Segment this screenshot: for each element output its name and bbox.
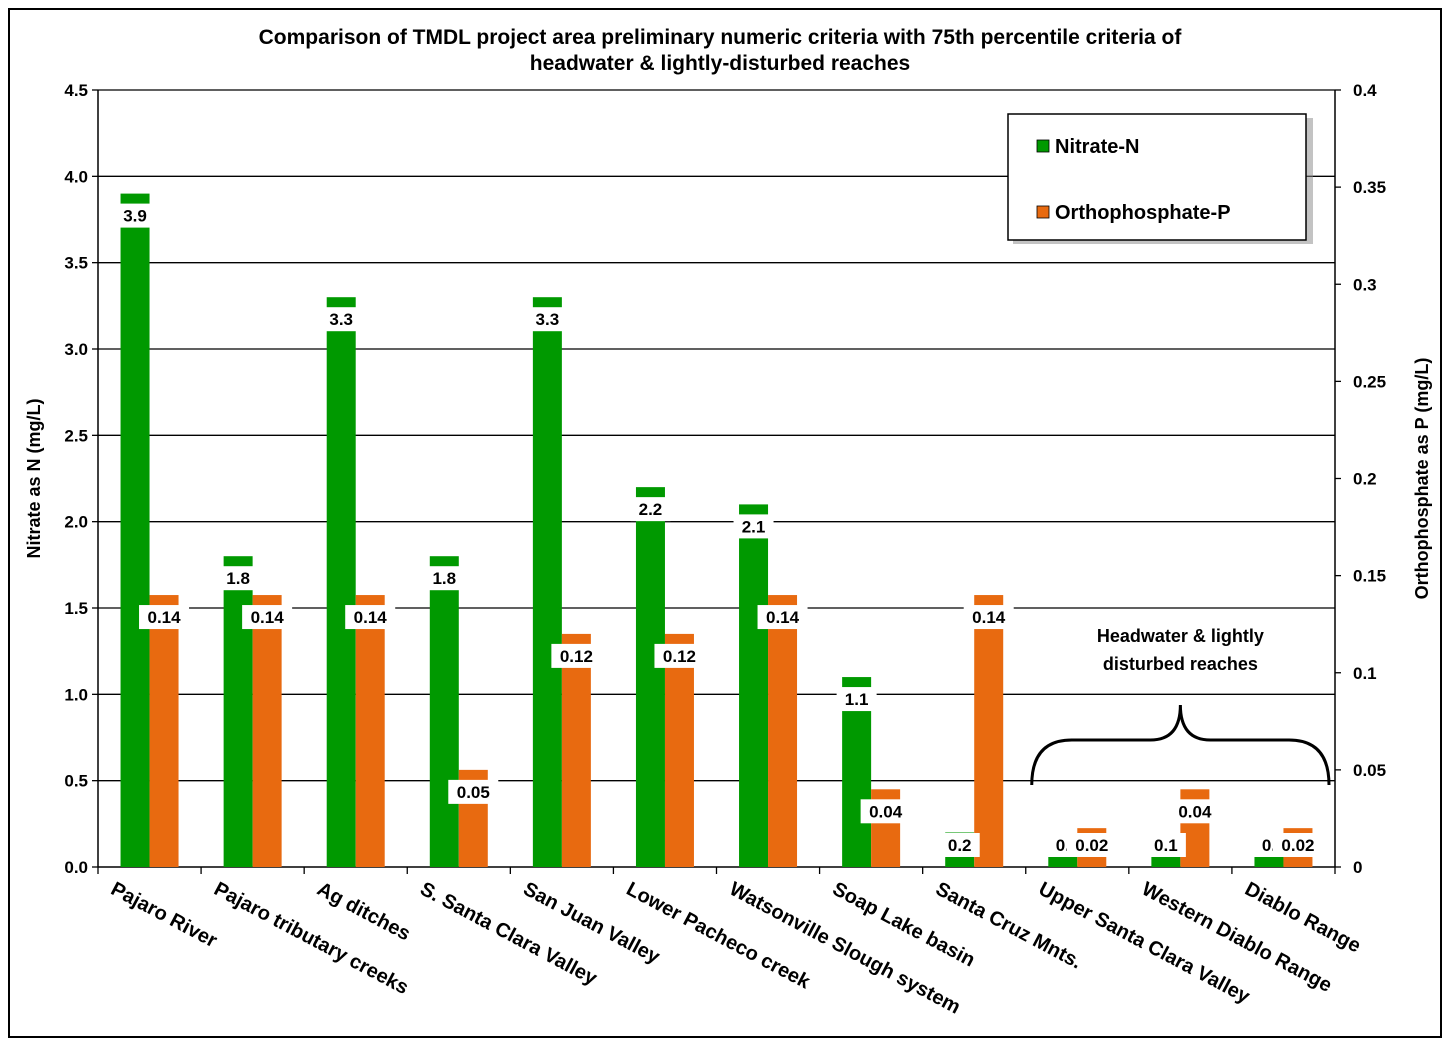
orthophosphate-data-label: 0.12 xyxy=(663,647,696,666)
y-tick-label: 2.0 xyxy=(64,513,88,532)
nitrate-bar xyxy=(223,556,253,867)
orthophosphate-data-label: 0.02 xyxy=(1075,836,1108,855)
nitrate-data-label: 0. xyxy=(1262,836,1276,855)
chart-frame: Comparison of TMDL project area prelimin… xyxy=(8,8,1442,1038)
y2-tick-label: 0 xyxy=(1353,858,1362,877)
orthophosphate-bar xyxy=(252,595,282,867)
orthophosphate-bar xyxy=(768,595,798,867)
nitrate-data-label: 1.8 xyxy=(432,569,456,588)
legend-label-nitrate: Nitrate-N xyxy=(1055,136,1139,158)
y-tick-label: 0.5 xyxy=(64,772,88,791)
orthophosphate-data-label-bg xyxy=(551,643,602,668)
nitrate-data-label: 3.9 xyxy=(123,207,147,226)
orthophosphate-data-label: 0.05 xyxy=(457,783,490,802)
chart-title-line: Comparison of TMDL project area prelimin… xyxy=(259,26,1183,49)
x-category-label: Pajaro tributary creeks xyxy=(210,878,412,999)
y-tick-label: 0.0 xyxy=(64,858,88,877)
orthophosphate-data-label: 0.14 xyxy=(354,608,388,627)
y2-tick-label: 0.35 xyxy=(1353,178,1386,197)
legend-label-orthophosphate: Orthophosphate-P xyxy=(1055,202,1231,224)
orthophosphate-data-label-bg xyxy=(1066,833,1117,857)
orthophosphate-bar xyxy=(561,633,591,867)
nitrate-bar xyxy=(532,297,562,867)
x-category-label: S. Santa Clara Valley xyxy=(416,878,601,990)
nitrate-data-label-bg xyxy=(836,687,877,712)
nitrate-bar xyxy=(120,193,150,868)
orthophosphate-data-label: 0.12 xyxy=(560,647,593,666)
orthophosphate-data-label: 0.14 xyxy=(147,608,181,627)
orthophosphate-data-label: 0.14 xyxy=(972,608,1006,627)
y-tick-label: 1.0 xyxy=(64,685,88,704)
y-tick-label: 4.5 xyxy=(64,81,88,100)
y2-tick-label: 0.3 xyxy=(1353,275,1377,294)
orthophosphate-data-label: 0.04 xyxy=(1178,802,1212,821)
nitrate-data-label: 2.2 xyxy=(639,500,663,519)
orthophosphate-data-label: 0.14 xyxy=(766,608,800,627)
nitrate-data-label: 0.2 xyxy=(948,836,972,855)
orthophosphate-data-label-bg xyxy=(963,605,1014,630)
orthophosphate-data-label-bg xyxy=(1272,833,1323,857)
nitrate-data-label-bg xyxy=(424,566,465,591)
nitrate-data-label-bg xyxy=(527,307,568,332)
annotation-text: disturbed reaches xyxy=(1103,654,1258,674)
annotation-text: Headwater & lightly xyxy=(1097,626,1264,646)
y2-tick-label: 0.1 xyxy=(1353,664,1377,683)
orthophosphate-data-label-bg xyxy=(860,799,911,824)
nitrate-data-label-bg xyxy=(218,566,259,591)
y-tick-label: 1.5 xyxy=(64,599,88,618)
y2-tick-label: 0.2 xyxy=(1353,470,1377,489)
orthophosphate-bar xyxy=(664,633,694,867)
nitrate-data-label: 2.1 xyxy=(742,517,766,536)
nitrate-data-label-bg xyxy=(939,833,980,857)
nitrate-data-label-bg xyxy=(321,307,362,332)
nitrate-data-label: 0.1 xyxy=(1154,836,1178,855)
y-tick-label: 3.0 xyxy=(64,340,88,359)
orthophosphate-bar xyxy=(974,595,1004,867)
orthophosphate-data-label-bg xyxy=(242,605,293,630)
nitrate-data-label: 3.3 xyxy=(329,310,353,329)
nitrate-data-label-bg xyxy=(1145,833,1186,857)
x-category-label: Lower Pacheco creek xyxy=(623,878,815,994)
nitrate-bar xyxy=(429,556,459,867)
orthophosphate-bar xyxy=(149,595,179,867)
nitrate-data-label: 3.3 xyxy=(536,310,560,329)
orthophosphate-data-label-bg xyxy=(448,779,499,804)
y2-axis-title: Orthophosphate as P (mg/L) xyxy=(1412,358,1432,600)
y2-tick-label: 0.4 xyxy=(1353,81,1377,100)
legend-box xyxy=(1007,113,1307,241)
nitrate-data-label-bg xyxy=(630,497,671,522)
y2-tick-label: 0.25 xyxy=(1353,372,1386,391)
bar-chart: Comparison of TMDL project area prelimin… xyxy=(24,26,1432,1019)
nitrate-data-label: 1.8 xyxy=(226,569,250,588)
orthophosphate-data-label-bg xyxy=(654,643,705,668)
nitrate-data-label-bg xyxy=(115,203,156,228)
annotation-brace xyxy=(1030,704,1331,786)
y-tick-label: 3.5 xyxy=(64,254,88,273)
y-tick-label: 2.5 xyxy=(64,426,88,445)
nitrate-data-label: 1.1 xyxy=(845,690,869,709)
orthophosphate-data-label: 0.04 xyxy=(869,802,903,821)
nitrate-data-label-bg xyxy=(733,514,774,539)
nitrate-data-label: 0. xyxy=(1056,836,1070,855)
legend-swatch-nitrate xyxy=(1036,139,1050,153)
orthophosphate-data-label-bg xyxy=(757,605,808,630)
orthophosphate-data-label: 0.14 xyxy=(251,608,285,627)
orthophosphate-data-label-bg xyxy=(345,605,396,630)
orthophosphate-data-label-bg xyxy=(139,605,190,630)
orthophosphate-data-label: 0.02 xyxy=(1281,836,1314,855)
y-tick-label: 4.0 xyxy=(64,167,88,186)
y2-tick-label: 0.15 xyxy=(1353,567,1386,586)
nitrate-bar xyxy=(739,504,769,867)
orthophosphate-bar xyxy=(355,595,385,867)
orthophosphate-data-label-bg xyxy=(1169,799,1220,824)
y2-tick-label: 0.05 xyxy=(1353,761,1386,780)
chart-title-line: headwater & lightly-disturbed reaches xyxy=(530,52,910,75)
legend-swatch-orthophosphate xyxy=(1036,205,1050,219)
y-axis-title: Nitrate as N (mg/L) xyxy=(24,398,44,558)
nitrate-bar xyxy=(635,487,665,867)
x-category-label: Pajaro River xyxy=(107,878,221,952)
nitrate-bar xyxy=(326,297,356,867)
